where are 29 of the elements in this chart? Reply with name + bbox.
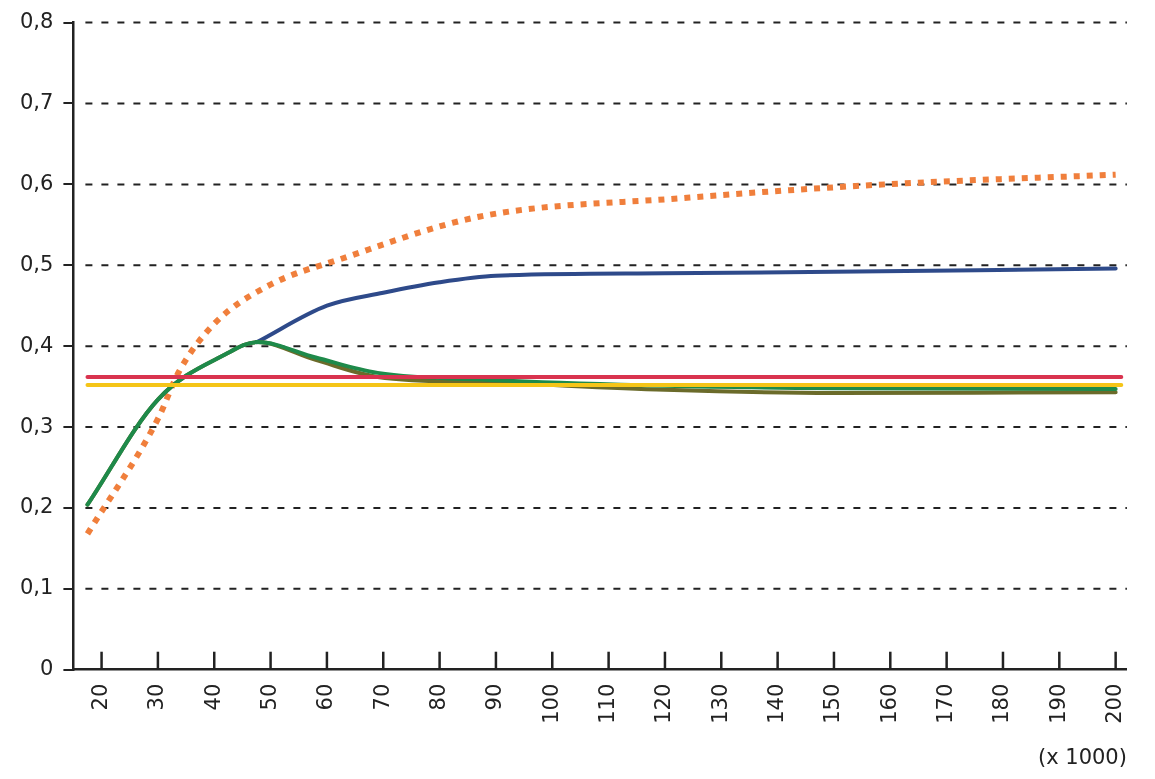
y-tick-label: 0,5: [19, 251, 54, 276]
x-tick-label: 150: [820, 683, 845, 724]
x-tick-label: 30: [144, 683, 169, 711]
y-tick-label: 0,7: [19, 89, 54, 114]
x-tick-label: 20: [88, 683, 113, 711]
y-tick-label: 0,8: [19, 9, 54, 34]
x-tick-label: 200: [1102, 683, 1127, 724]
x-tick-label: 120: [651, 683, 676, 724]
x-tick-label: 130: [707, 683, 732, 724]
x-tick-label: 170: [933, 683, 958, 724]
y-tick-label: 0,6: [19, 170, 54, 195]
x-tick-label: 90: [482, 683, 507, 711]
x-tick-label: 180: [989, 683, 1014, 724]
y-tick-label: 0,1: [19, 575, 54, 600]
x-tick-label: 50: [257, 683, 282, 711]
x-tick-label: 110: [595, 683, 620, 724]
x-axis-title: (x 1000): [1037, 744, 1127, 769]
x-tick-label: 140: [764, 683, 789, 724]
x-tick-label: 100: [538, 683, 563, 724]
y-tick-label: 0,2: [19, 494, 54, 519]
x-tick-label: 70: [369, 683, 394, 711]
y-tick-label: 0,3: [19, 413, 54, 438]
x-tick-label: 190: [1045, 683, 1070, 724]
x-tick-label: 160: [876, 683, 901, 724]
y-tick-label: 0: [40, 656, 54, 681]
x-tick-label: 60: [313, 683, 338, 711]
x-tick-label: 80: [426, 683, 451, 711]
y-tick-label: 0,4: [19, 332, 54, 357]
x-tick-label: 40: [200, 683, 225, 711]
